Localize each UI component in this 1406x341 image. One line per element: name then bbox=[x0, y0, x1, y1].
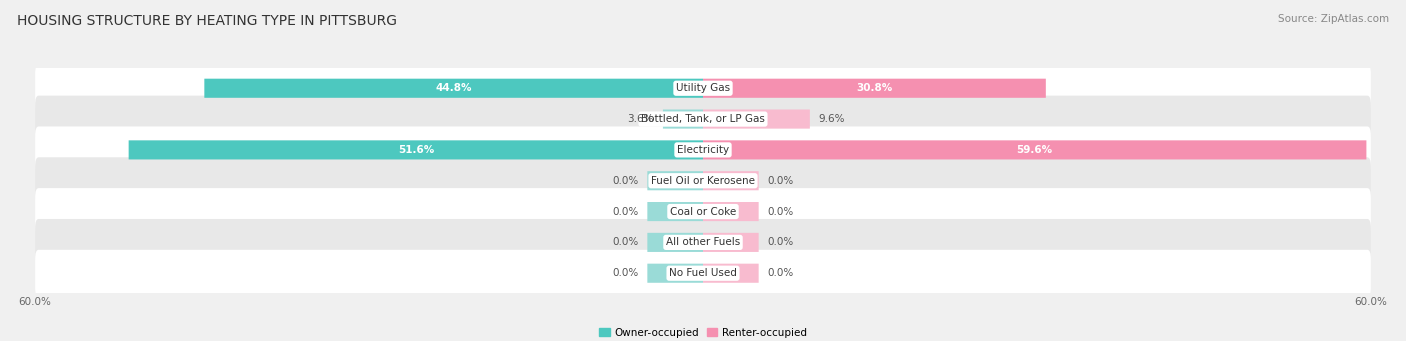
Text: HOUSING STRUCTURE BY HEATING TYPE IN PITTSBURG: HOUSING STRUCTURE BY HEATING TYPE IN PIT… bbox=[17, 14, 396, 28]
FancyBboxPatch shape bbox=[703, 109, 810, 129]
Text: 0.0%: 0.0% bbox=[612, 237, 638, 247]
Text: Bottled, Tank, or LP Gas: Bottled, Tank, or LP Gas bbox=[641, 114, 765, 124]
Text: 0.0%: 0.0% bbox=[768, 176, 794, 186]
FancyBboxPatch shape bbox=[35, 250, 1371, 297]
Text: 0.0%: 0.0% bbox=[768, 237, 794, 247]
Text: 0.0%: 0.0% bbox=[612, 176, 638, 186]
Text: 44.8%: 44.8% bbox=[436, 83, 472, 93]
FancyBboxPatch shape bbox=[35, 157, 1371, 204]
FancyBboxPatch shape bbox=[647, 264, 703, 283]
FancyBboxPatch shape bbox=[129, 140, 703, 160]
FancyBboxPatch shape bbox=[647, 202, 703, 221]
FancyBboxPatch shape bbox=[35, 127, 1371, 173]
FancyBboxPatch shape bbox=[204, 79, 703, 98]
FancyBboxPatch shape bbox=[35, 95, 1371, 143]
Legend: Owner-occupied, Renter-occupied: Owner-occupied, Renter-occupied bbox=[599, 328, 807, 338]
FancyBboxPatch shape bbox=[35, 219, 1371, 266]
Text: 0.0%: 0.0% bbox=[612, 268, 638, 278]
Text: Fuel Oil or Kerosene: Fuel Oil or Kerosene bbox=[651, 176, 755, 186]
Text: 59.6%: 59.6% bbox=[1017, 145, 1053, 155]
Text: Electricity: Electricity bbox=[676, 145, 730, 155]
FancyBboxPatch shape bbox=[703, 79, 1046, 98]
Text: No Fuel Used: No Fuel Used bbox=[669, 268, 737, 278]
FancyBboxPatch shape bbox=[647, 233, 703, 252]
FancyBboxPatch shape bbox=[703, 233, 759, 252]
FancyBboxPatch shape bbox=[703, 140, 1367, 160]
Text: Source: ZipAtlas.com: Source: ZipAtlas.com bbox=[1278, 14, 1389, 24]
Text: Coal or Coke: Coal or Coke bbox=[669, 207, 737, 217]
Text: All other Fuels: All other Fuels bbox=[666, 237, 740, 247]
FancyBboxPatch shape bbox=[703, 171, 759, 190]
FancyBboxPatch shape bbox=[35, 65, 1371, 112]
FancyBboxPatch shape bbox=[662, 109, 703, 129]
Text: Utility Gas: Utility Gas bbox=[676, 83, 730, 93]
FancyBboxPatch shape bbox=[647, 171, 703, 190]
FancyBboxPatch shape bbox=[703, 264, 759, 283]
Text: 0.0%: 0.0% bbox=[612, 207, 638, 217]
FancyBboxPatch shape bbox=[35, 188, 1371, 235]
Text: 0.0%: 0.0% bbox=[768, 207, 794, 217]
FancyBboxPatch shape bbox=[703, 202, 759, 221]
Text: 0.0%: 0.0% bbox=[768, 268, 794, 278]
Text: 51.6%: 51.6% bbox=[398, 145, 434, 155]
Text: 3.6%: 3.6% bbox=[627, 114, 654, 124]
Text: 9.6%: 9.6% bbox=[818, 114, 845, 124]
Text: 30.8%: 30.8% bbox=[856, 83, 893, 93]
